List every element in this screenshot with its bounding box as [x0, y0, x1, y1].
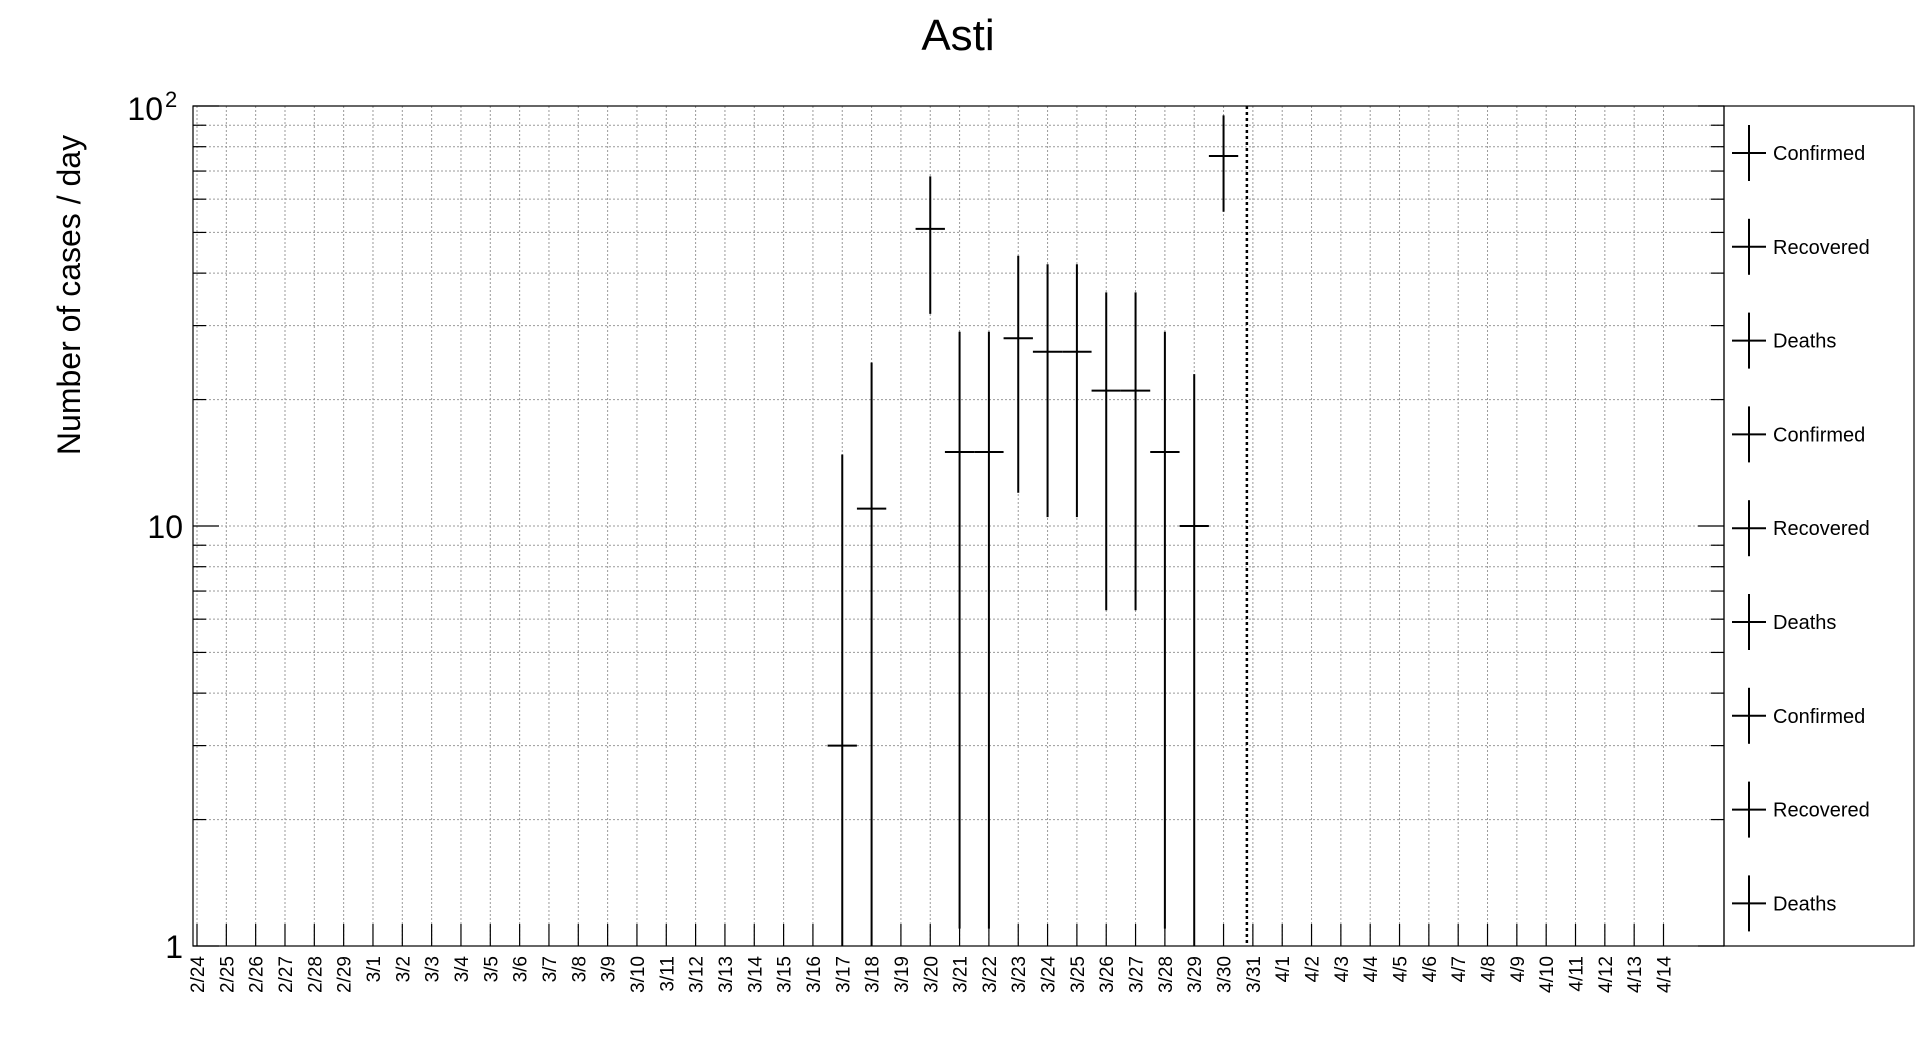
- x-tick-label: 4/8: [1479, 956, 1500, 982]
- x-tick-label: 3/9: [599, 956, 620, 982]
- x-tick-label: 3/18: [863, 956, 884, 993]
- x-tick-label: 3/12: [687, 956, 708, 993]
- data-point: [1091, 292, 1121, 611]
- data-point: [1120, 292, 1151, 611]
- data-point: [1062, 264, 1092, 518]
- x-tick-label: 3/4: [452, 956, 473, 983]
- x-tick-label: 4/1: [1273, 956, 1294, 982]
- x-tick-label: 3/14: [745, 956, 766, 993]
- x-tick-label: 3/27: [1127, 956, 1148, 993]
- x-tick-label: 2/27: [276, 956, 297, 993]
- x-tick-label: 4/5: [1391, 956, 1412, 982]
- x-tick-label: 3/29: [1185, 956, 1206, 993]
- grid: [193, 105, 1724, 947]
- x-tick-label: 3/22: [980, 956, 1001, 993]
- x-tick-label: 2/25: [217, 956, 238, 993]
- legend-label: Deaths: [1773, 612, 1836, 634]
- legend-label: Recovered: [1773, 518, 1870, 540]
- legend: Confirmed Recovered Deaths Confirmed Recover…: [1732, 125, 1870, 932]
- x-tick-label: 4/12: [1596, 956, 1617, 993]
- legend-entry: Recovered: [1732, 218, 1870, 275]
- data-point: [1003, 255, 1033, 493]
- data-point: [915, 176, 945, 314]
- x-tick-label: 3/10: [628, 956, 649, 993]
- legend-entry: Confirmed: [1732, 687, 1865, 744]
- chart-title: Asti: [921, 11, 994, 60]
- x-tick-label: 3/28: [1156, 956, 1177, 993]
- y-axis-label: Number of cases / day: [51, 135, 87, 455]
- data-point: [827, 454, 857, 946]
- x-tick-label: 3/11: [657, 956, 678, 992]
- x-tick-label: 3/5: [481, 956, 502, 982]
- x-tick-label: 3/20: [921, 956, 942, 993]
- x-tick-label: 3/30: [1215, 956, 1236, 993]
- x-tick-label: 3/26: [1097, 956, 1118, 993]
- x-tick-label: 4/4: [1361, 956, 1382, 983]
- x-tick-label: 2/24: [188, 956, 209, 993]
- x-tick-label: 3/19: [892, 956, 913, 993]
- x-tick-label: 2/28: [305, 956, 326, 993]
- legend-label: Deaths: [1773, 893, 1836, 915]
- x-tick-label: 4/7: [1449, 956, 1470, 982]
- x-tick-label: 4/2: [1303, 956, 1324, 982]
- data-point: [1179, 374, 1209, 946]
- x-tick-label: 2/29: [335, 956, 356, 993]
- legend-frame: [1723, 105, 1915, 947]
- data-points: [827, 106, 1249, 946]
- x-tick-label: 3/6: [511, 956, 532, 982]
- axes: 2/24 2/25 2/26 2/27 2/28 2/29 3/1 3/2 3/3 3/4 3/5 3…: [127, 87, 1915, 993]
- x-tick-label: 3/31: [1244, 956, 1265, 993]
- x-tick-label: 4/14: [1655, 956, 1676, 993]
- x-tick-label: 3/17: [833, 956, 854, 993]
- legend-label: Confirmed: [1773, 424, 1865, 446]
- data-point: [1150, 331, 1180, 929]
- legend-entry: Confirmed: [1732, 125, 1865, 181]
- legend-entry: Confirmed: [1732, 406, 1865, 463]
- x-tick-label: 3/3: [423, 956, 444, 982]
- x-tick-label: 4/10: [1537, 956, 1558, 993]
- data-point: [944, 331, 975, 929]
- y-tick-label-exponent: 2: [165, 87, 177, 112]
- y-tick-label: 1: [165, 929, 183, 965]
- x-tick-label: 3/7: [540, 956, 561, 982]
- x-tick-label: 3/16: [804, 956, 825, 993]
- data-point: [856, 362, 887, 946]
- x-tick-label: 3/15: [775, 956, 796, 993]
- legend-entry: Deaths: [1732, 875, 1836, 932]
- x-tick-label: 3/21: [951, 956, 972, 993]
- legend-entry: Recovered: [1732, 781, 1870, 838]
- data-point: [1208, 115, 1239, 212]
- x-tick-label: 2/26: [247, 956, 268, 993]
- legend-entry: Recovered: [1732, 500, 1870, 557]
- legend-entry: Deaths: [1732, 594, 1836, 650]
- x-tick-label: 4/11: [1567, 956, 1588, 992]
- x-tick-label: 3/24: [1039, 956, 1060, 993]
- legend-label: Confirmed: [1773, 143, 1865, 165]
- data-point: [974, 331, 1004, 929]
- legend-label: Confirmed: [1773, 706, 1865, 728]
- x-tick-label: 3/13: [716, 956, 737, 993]
- legend-label: Recovered: [1773, 237, 1870, 259]
- legend-entry: Deaths: [1732, 312, 1836, 369]
- x-tick-label: 3/25: [1068, 956, 1089, 993]
- x-tick-label: 4/6: [1420, 956, 1441, 982]
- x-tick-label: 4/3: [1332, 956, 1353, 982]
- x-tick-label: 3/23: [1009, 956, 1030, 993]
- y-tick-label: 10: [127, 91, 163, 127]
- legend-label: Recovered: [1773, 800, 1870, 822]
- data-point: [1032, 264, 1063, 518]
- x-tick-label: 4/13: [1625, 956, 1646, 993]
- x-tick-label: 4/9: [1508, 956, 1529, 982]
- y-tick-label: 10: [147, 509, 183, 545]
- x-tick-label: 3/1: [364, 956, 385, 982]
- legend-label: Deaths: [1773, 331, 1836, 353]
- x-tick-label: 3/8: [569, 956, 590, 982]
- x-tick-label: 3/2: [393, 956, 414, 982]
